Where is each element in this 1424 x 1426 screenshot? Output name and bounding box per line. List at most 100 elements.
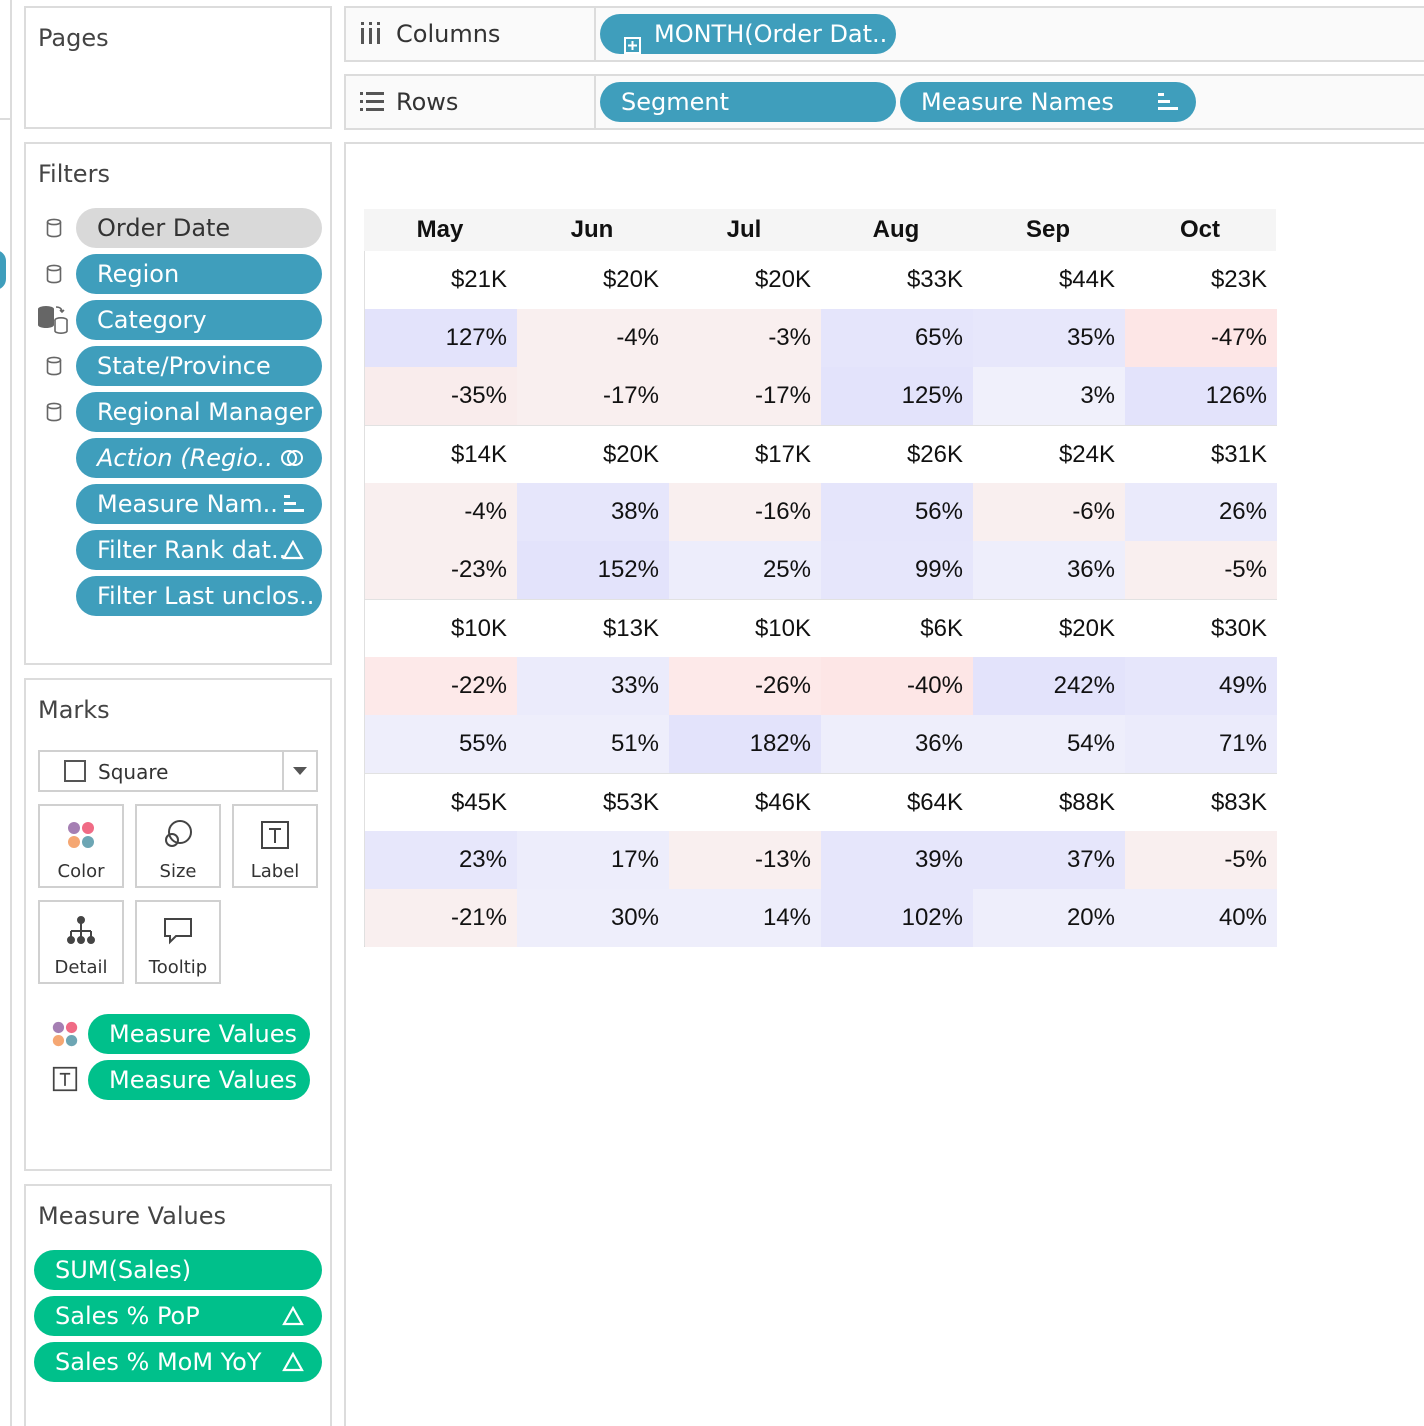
table-cell[interactable]: $64K xyxy=(821,773,973,831)
table-cell[interactable]: 3% xyxy=(973,367,1125,425)
filter-pill[interactable]: Regional Manager xyxy=(76,392,322,432)
table-cell[interactable]: 127% xyxy=(365,309,517,367)
filter-pill[interactable]: Region xyxy=(76,254,322,294)
table-cell[interactable]: 38% xyxy=(517,483,669,541)
color-button[interactable]: Color xyxy=(38,804,124,888)
month-header[interactable]: Jul xyxy=(726,216,762,243)
table-cell[interactable]: 36% xyxy=(821,715,973,773)
table-cell[interactable]: 65% xyxy=(821,309,973,367)
table-cell[interactable]: $83K xyxy=(1125,773,1277,831)
pages-card[interactable]: Pages xyxy=(24,6,332,129)
table-cell[interactable]: 242% xyxy=(973,657,1125,715)
table-cell[interactable]: -17% xyxy=(517,367,669,425)
table-cell[interactable]: 36% xyxy=(973,541,1125,599)
table-cell[interactable]: $45K xyxy=(365,773,517,831)
size-button[interactable]: Size xyxy=(135,804,221,888)
measure-value-pill[interactable]: Sales % MoM YoY xyxy=(34,1342,322,1382)
table-cell[interactable]: -6% xyxy=(973,483,1125,541)
filter-pill[interactable]: Category xyxy=(76,300,322,340)
table-cell[interactable]: $31K xyxy=(1125,425,1277,483)
table-cell[interactable]: 56% xyxy=(821,483,973,541)
table-cell[interactable]: $21K xyxy=(365,251,517,309)
detail-button[interactable]: Detail xyxy=(38,900,124,984)
segment-pill[interactable]: Segment xyxy=(600,82,896,122)
table-cell[interactable]: -21% xyxy=(365,889,517,947)
table-cell[interactable]: $10K xyxy=(669,599,821,657)
table-cell[interactable]: $88K xyxy=(973,773,1125,831)
table-cell[interactable]: 182% xyxy=(669,715,821,773)
table-cell[interactable]: -40% xyxy=(821,657,973,715)
table-cell[interactable]: -35% xyxy=(365,367,517,425)
measure-value-pill[interactable]: SUM(Sales) xyxy=(34,1250,322,1290)
table-cell[interactable]: 33% xyxy=(517,657,669,715)
table-cell[interactable]: 152% xyxy=(517,541,669,599)
table-cell[interactable]: 17% xyxy=(517,831,669,889)
table-cell[interactable]: $53K xyxy=(517,773,669,831)
filter-pill[interactable]: Measure Nam.. xyxy=(76,484,322,524)
table-cell[interactable]: -5% xyxy=(1125,831,1277,889)
table-cell[interactable]: 40% xyxy=(1125,889,1277,947)
table-cell[interactable]: 51% xyxy=(517,715,669,773)
table-cell[interactable]: -5% xyxy=(1125,541,1277,599)
table-cell[interactable]: $23K xyxy=(1125,251,1277,309)
table-cell[interactable]: -22% xyxy=(365,657,517,715)
table-cell[interactable]: $20K xyxy=(973,599,1125,657)
measure-value-pill[interactable]: Sales % PoP xyxy=(34,1296,322,1336)
table-cell[interactable]: 23% xyxy=(365,831,517,889)
table-cell[interactable]: 39% xyxy=(821,831,973,889)
table-cell[interactable]: $24K xyxy=(973,425,1125,483)
table-cell[interactable]: $13K xyxy=(517,599,669,657)
filter-pill[interactable]: Order Date xyxy=(76,208,322,248)
table-cell[interactable]: $33K xyxy=(821,251,973,309)
month-header[interactable]: Sep xyxy=(1025,216,1070,243)
table-cell[interactable]: -16% xyxy=(669,483,821,541)
table-cell[interactable]: 102% xyxy=(821,889,973,947)
chevron-down-icon[interactable] xyxy=(293,767,307,775)
label-button[interactable]: Label xyxy=(232,804,318,888)
table-cell[interactable]: $44K xyxy=(973,251,1125,309)
table-cell[interactable]: 49% xyxy=(1125,657,1277,715)
mark-type-dropdown[interactable]: Square xyxy=(38,750,318,792)
table-cell[interactable]: $20K xyxy=(517,251,669,309)
measure-names-pill[interactable]: Measure Names xyxy=(900,82,1196,122)
table-cell[interactable]: -47% xyxy=(1125,309,1277,367)
table-cell[interactable]: 71% xyxy=(1125,715,1277,773)
table-cell[interactable]: 35% xyxy=(973,309,1125,367)
table-cell[interactable]: 30% xyxy=(517,889,669,947)
tooltip-button[interactable]: Tooltip xyxy=(135,900,221,984)
month-order-date-pill[interactable]: MONTH(Order Dat.. xyxy=(600,14,896,54)
table-cell[interactable]: $20K xyxy=(517,425,669,483)
month-header[interactable]: Oct xyxy=(1179,216,1220,243)
color-encoding-pill[interactable]: Measure Values xyxy=(88,1014,310,1054)
table-cell[interactable]: 37% xyxy=(973,831,1125,889)
month-header[interactable]: May xyxy=(416,216,464,243)
sort-bars-icon[interactable] xyxy=(1158,82,1178,122)
table-cell[interactable]: 126% xyxy=(1125,367,1277,425)
table-cell[interactable]: $46K xyxy=(669,773,821,831)
table-cell[interactable]: $30K xyxy=(1125,599,1277,657)
table-cell[interactable]: 55% xyxy=(365,715,517,773)
table-cell[interactable]: $17K xyxy=(669,425,821,483)
table-cell[interactable]: 99% xyxy=(821,541,973,599)
label-encoding-pill[interactable]: Measure Values xyxy=(88,1060,310,1100)
month-header[interactable]: Aug xyxy=(872,216,920,243)
table-cell[interactable]: $20K xyxy=(669,251,821,309)
table-cell[interactable]: -23% xyxy=(365,541,517,599)
table-cell[interactable]: -4% xyxy=(365,483,517,541)
table-cell[interactable]: $14K xyxy=(365,425,517,483)
filter-pill[interactable]: Filter Last unclos.. xyxy=(76,576,322,616)
filter-pill[interactable]: Action (Regio.. xyxy=(76,438,322,478)
table-cell[interactable]: 20% xyxy=(973,889,1125,947)
filter-pill[interactable]: Filter Rank dat.. xyxy=(76,530,322,570)
table-cell[interactable]: $10K xyxy=(365,599,517,657)
collapsed-pill-edge[interactable] xyxy=(0,250,6,290)
table-cell[interactable]: -17% xyxy=(669,367,821,425)
table-cell[interactable]: -26% xyxy=(669,657,821,715)
table-cell[interactable]: $26K xyxy=(821,425,973,483)
table-cell[interactable]: 26% xyxy=(1125,483,1277,541)
table-cell[interactable]: 25% xyxy=(669,541,821,599)
table-cell[interactable]: -4% xyxy=(517,309,669,367)
table-cell[interactable]: 14% xyxy=(669,889,821,947)
table-cell[interactable]: 54% xyxy=(973,715,1125,773)
table-cell[interactable]: $6K xyxy=(821,599,973,657)
